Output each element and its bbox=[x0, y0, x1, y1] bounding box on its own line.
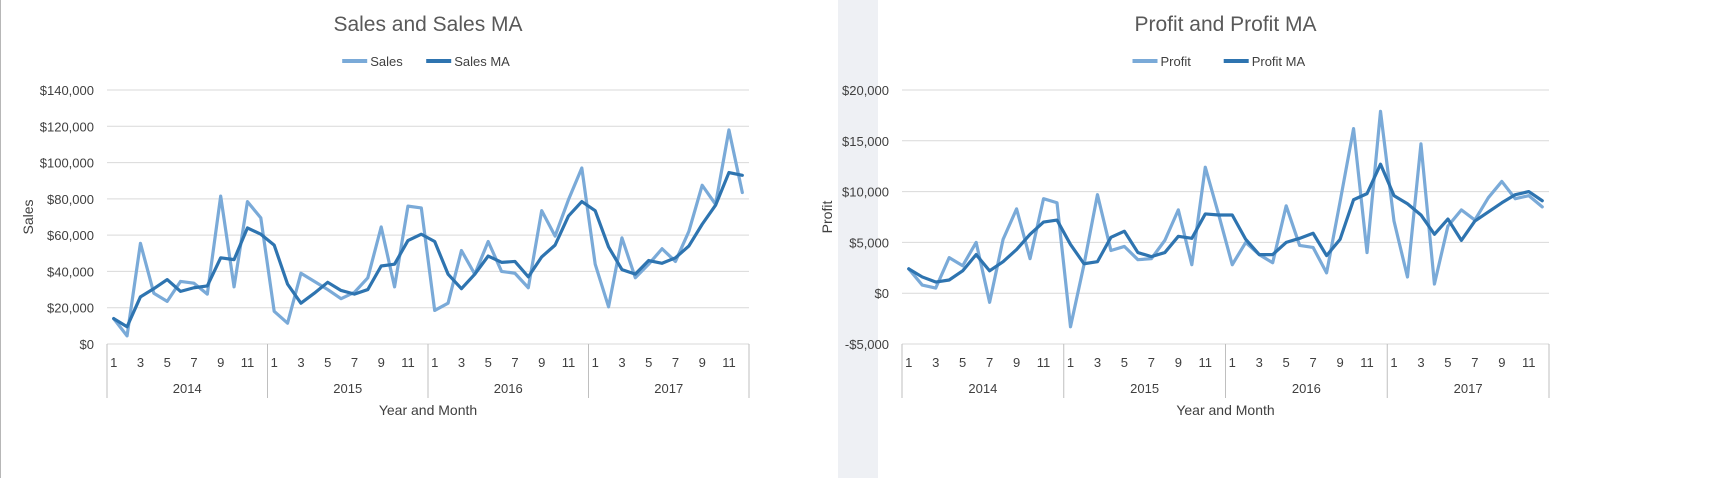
profit-y-tick-label: $5,000 bbox=[849, 235, 889, 250]
sales-y-tick-label: $140,000 bbox=[40, 83, 94, 98]
sales-month-tick-label: 5 bbox=[324, 355, 331, 370]
profit-month-tick-label: 11 bbox=[1522, 355, 1536, 370]
sales-y-tick-label: $100,000 bbox=[40, 156, 94, 171]
sales-month-tick-label: 7 bbox=[190, 355, 197, 370]
sales-month-tick-label: 7 bbox=[672, 355, 679, 370]
sales-month-tick-label: 11 bbox=[562, 355, 576, 370]
sales-month-tick-label: 11 bbox=[722, 355, 736, 370]
profit-month-tick-label: 9 bbox=[1175, 355, 1182, 370]
profit-year-label: 2014 bbox=[968, 381, 997, 396]
sales-month-tick-label: 3 bbox=[458, 355, 465, 370]
sales-month-tick-label: 7 bbox=[351, 355, 358, 370]
profit-legend: Profit Profit MA bbox=[1132, 54, 1306, 69]
profit-month-tick-label: 5 bbox=[1283, 355, 1290, 370]
sales-y-tick-label: $80,000 bbox=[47, 192, 94, 207]
profit-month-tick-label: 9 bbox=[1498, 355, 1505, 370]
sales-year-label: 2015 bbox=[333, 381, 362, 396]
profit-month-tick-label: 9 bbox=[1336, 355, 1343, 370]
profit-legend-label-raw: Profit bbox=[1161, 54, 1192, 69]
profit-chart: Profit and Profit MA Profit Profit MA -$5,0… bbox=[819, 13, 1550, 418]
sales-chart: Sales and Sales MA Sales Sales MA $0 $20,000… bbox=[20, 13, 750, 418]
profit-month-tick-label: 7 bbox=[1309, 355, 1316, 370]
sales-month-tick-label: 5 bbox=[645, 355, 652, 370]
sales-month-tick-label: 9 bbox=[217, 355, 224, 370]
sales-month-tick-label: 3 bbox=[137, 355, 144, 370]
profit-y-tick-label: $10,000 bbox=[842, 185, 889, 200]
profit-month-tick-label: 3 bbox=[1417, 355, 1424, 370]
sales-year-label: 2014 bbox=[173, 381, 202, 396]
panel-divider bbox=[838, 0, 878, 478]
sales-chart-title: Sales and Sales MA bbox=[333, 13, 522, 36]
profit-month-tick-label: 3 bbox=[1094, 355, 1101, 370]
profit-year-label: 2015 bbox=[1130, 381, 1159, 396]
sales-y-tick-label: $0 bbox=[80, 337, 94, 352]
sales-month-tick-label: 1 bbox=[271, 355, 278, 370]
sales-month-tick-label: 3 bbox=[618, 355, 625, 370]
profit-month-tick-label: 3 bbox=[1256, 355, 1263, 370]
profit-y-tick-label: $15,000 bbox=[842, 134, 889, 149]
sales-month-tick-label: 11 bbox=[241, 355, 255, 370]
sales-month-tick-label: 1 bbox=[431, 355, 438, 370]
profit-month-tick-label: 9 bbox=[1013, 355, 1020, 370]
sales-y-axis-title: Sales bbox=[20, 199, 36, 234]
sales-year-label: 2017 bbox=[654, 381, 683, 396]
profit-chart-title: Profit and Profit MA bbox=[1134, 13, 1316, 36]
profit-y-tick-label: $20,000 bbox=[842, 83, 889, 98]
sales-y-tick-label: $20,000 bbox=[47, 301, 94, 316]
sales-series-line-raw bbox=[112, 128, 744, 338]
profit-y-tick-label: -$5,000 bbox=[845, 337, 889, 352]
sales-legend-label-raw: Sales bbox=[370, 54, 403, 69]
profit-month-tick-label: 7 bbox=[1471, 355, 1478, 370]
sales-x-axis-title: Year and Month bbox=[379, 402, 477, 418]
profit-month-tick-label: 11 bbox=[1360, 355, 1374, 370]
profit-y-tick-label: $0 bbox=[875, 286, 889, 301]
profit-month-tick-label: 3 bbox=[932, 355, 939, 370]
sales-month-tick-label: 9 bbox=[538, 355, 545, 370]
sales-month-tick-label: 5 bbox=[485, 355, 492, 370]
profit-month-tick-label: 1 bbox=[1390, 355, 1397, 370]
sales-legend-label-ma: Sales MA bbox=[454, 54, 510, 69]
sales-series-line-ma bbox=[112, 170, 744, 329]
sales-month-tick-label: 3 bbox=[297, 355, 304, 370]
sales-year-label: 2016 bbox=[494, 381, 523, 396]
sales-month-tick-label: 1 bbox=[110, 355, 117, 370]
profit-month-tick-label: 1 bbox=[1067, 355, 1074, 370]
profit-month-tick-label: 5 bbox=[959, 355, 966, 370]
profit-series-line-ma bbox=[907, 162, 1544, 284]
profit-month-tick-label: 5 bbox=[1444, 355, 1451, 370]
profit-y-axis-title: Profit bbox=[819, 201, 835, 234]
sales-y-tick-label: $120,000 bbox=[40, 119, 94, 134]
profit-month-tick-label: 7 bbox=[1148, 355, 1155, 370]
profit-month-tick-label: 1 bbox=[905, 355, 912, 370]
sales-chart-panel: Sales and Sales MA Sales Sales MA $0 $20,000… bbox=[0, 0, 839, 478]
sales-y-tick-label: $60,000 bbox=[47, 228, 94, 243]
profit-month-tick-label: 7 bbox=[986, 355, 993, 370]
sales-month-tick-label: 1 bbox=[592, 355, 599, 370]
profit-year-label: 2017 bbox=[1454, 381, 1483, 396]
profit-month-tick-label: 5 bbox=[1121, 355, 1128, 370]
sales-month-tick-label: 11 bbox=[401, 355, 415, 370]
profit-year-label: 2016 bbox=[1292, 381, 1321, 396]
profit-month-tick-label: 11 bbox=[1199, 355, 1213, 370]
profit-month-tick-label: 11 bbox=[1037, 355, 1051, 370]
sales-y-tick-label: $40,000 bbox=[47, 264, 94, 279]
sales-month-tick-label: 5 bbox=[164, 355, 171, 370]
sales-legend: Sales Sales MA bbox=[342, 54, 510, 69]
profit-series-line-raw bbox=[907, 109, 1544, 329]
profit-month-tick-label: 1 bbox=[1229, 355, 1236, 370]
sales-month-tick-label: 7 bbox=[511, 355, 518, 370]
profit-chart-panel: Profit and Profit MA Profit Profit MA -$5,0… bbox=[819, 0, 1719, 478]
sales-month-tick-label: 9 bbox=[378, 355, 385, 370]
profit-legend-label-ma: Profit MA bbox=[1252, 54, 1306, 69]
sales-month-tick-label: 9 bbox=[699, 355, 706, 370]
profit-x-axis-title: Year and Month bbox=[1176, 402, 1274, 418]
